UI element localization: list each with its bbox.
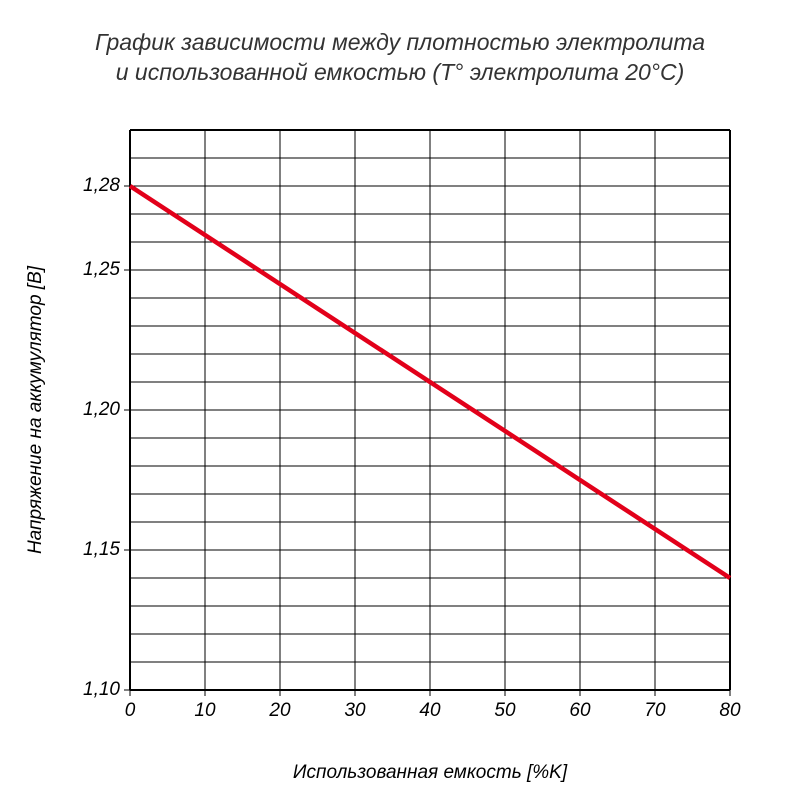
y-axis-label-text: Напряжение на аккумулятор [B] [25, 266, 47, 554]
x-tick-label: 0 [110, 700, 150, 722]
x-tick-label: 50 [485, 700, 525, 722]
y-tick-label: 1,15 [60, 539, 120, 561]
y-tick-label: 1,10 [60, 679, 120, 701]
chart-title: График зависимости между плотностью элек… [0, 28, 800, 88]
y-axis-label: Напряжение на аккумулятор [B] [24, 130, 48, 690]
x-tick-label: 10 [185, 700, 225, 722]
x-axis-label: Использованная емкость [%K] [130, 762, 730, 784]
x-tick-label: 60 [560, 700, 600, 722]
y-tick-label: 1,20 [60, 399, 120, 421]
y-tick-label: 1,28 [60, 175, 120, 197]
chart-container: График зависимости между плотностью элек… [0, 0, 800, 800]
plot-area [130, 130, 730, 690]
y-tick-label: 1,25 [60, 259, 120, 281]
x-tick-label: 70 [635, 700, 675, 722]
x-tick-label: 20 [260, 700, 300, 722]
x-tick-label: 30 [335, 700, 375, 722]
x-tick-label: 80 [710, 700, 750, 722]
chart-title-line2: и использованной емкостью (T° электролит… [116, 59, 685, 85]
x-tick-label: 40 [410, 700, 450, 722]
plot-svg [130, 130, 730, 690]
chart-title-line1: График зависимости между плотностью элек… [95, 29, 705, 55]
